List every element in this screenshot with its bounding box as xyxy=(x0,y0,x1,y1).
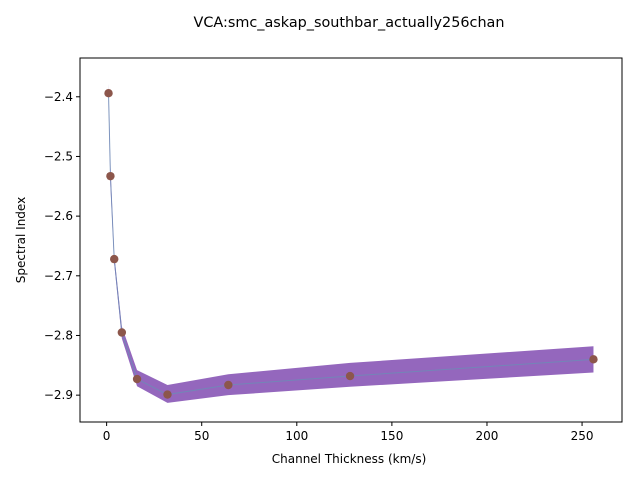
data-point xyxy=(589,355,598,364)
y-tick-label: −2.8 xyxy=(44,328,73,342)
y-tick-label: −2.7 xyxy=(44,269,73,283)
x-axis: 0 50 100 150 200 250 xyxy=(103,422,594,443)
y-tick-label: −2.5 xyxy=(44,149,73,163)
y-tick-label: −2.9 xyxy=(44,388,73,402)
data-point xyxy=(345,371,355,381)
x-tick-label: 150 xyxy=(380,429,403,443)
axes-frame xyxy=(79,57,623,423)
x-tick-label: 200 xyxy=(476,429,499,443)
data-point xyxy=(104,89,113,98)
x-tick-label: 100 xyxy=(285,429,308,443)
data-point xyxy=(117,328,127,337)
data-point xyxy=(132,374,142,384)
x-tick-label: 50 xyxy=(194,429,209,443)
y-tick-label: −2.4 xyxy=(44,90,73,104)
plot-area xyxy=(104,83,598,403)
y-tick-label: −2.6 xyxy=(44,209,73,223)
x-tick-label: 250 xyxy=(571,429,594,443)
data-point xyxy=(163,390,172,399)
chart-title: VCA:smc_askap_southbar_actually256chan xyxy=(193,15,504,31)
x-tick-label: 0 xyxy=(103,429,111,443)
y-axis-label: Spectral Index xyxy=(14,197,28,283)
data-point xyxy=(110,254,119,264)
data-point xyxy=(224,380,233,390)
data-point xyxy=(106,171,115,181)
y-axis: −2.4 −2.5 −2.6 −2.7 −2.8 −2.9 xyxy=(44,90,80,402)
x-axis-label: Channel Thickness (km/s) xyxy=(272,452,427,466)
error-band xyxy=(108,83,594,403)
